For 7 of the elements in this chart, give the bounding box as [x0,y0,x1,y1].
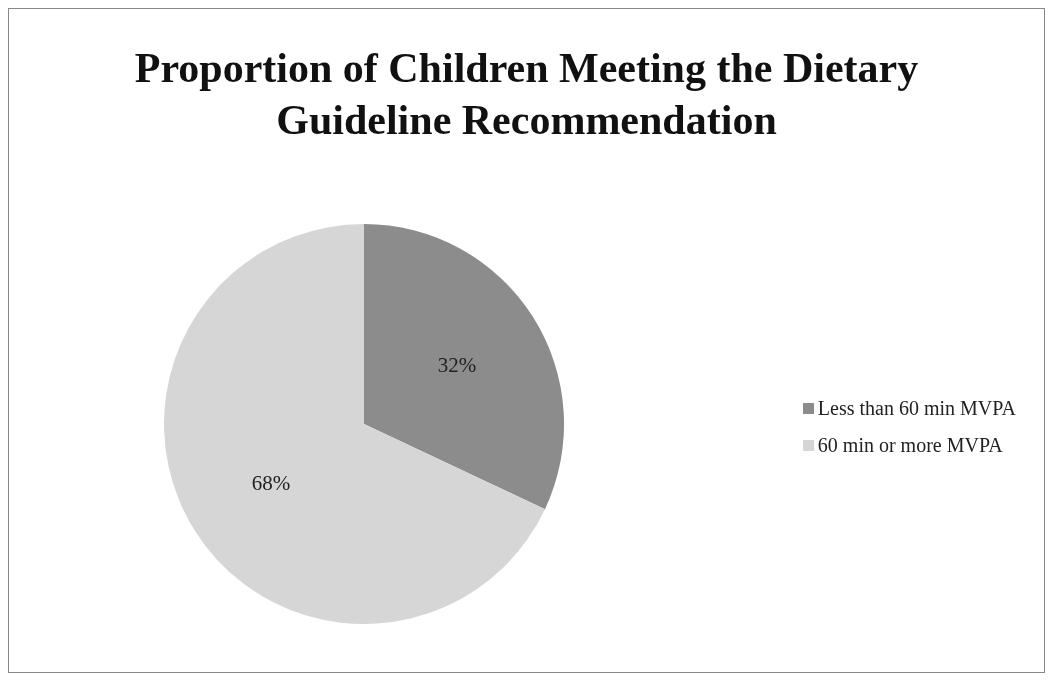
data-label: 32% [437,353,477,378]
data-label: 68% [251,470,291,495]
legend-label: Less than 60 min MVPA [817,396,1016,420]
chart-title: Proportion of Children Meeting the Dietary Guideline Recommendation [133,44,920,145]
pie-slice [164,224,545,624]
legend-label: 60 min or more MVPA [817,433,1003,457]
pie-slice [364,224,564,510]
